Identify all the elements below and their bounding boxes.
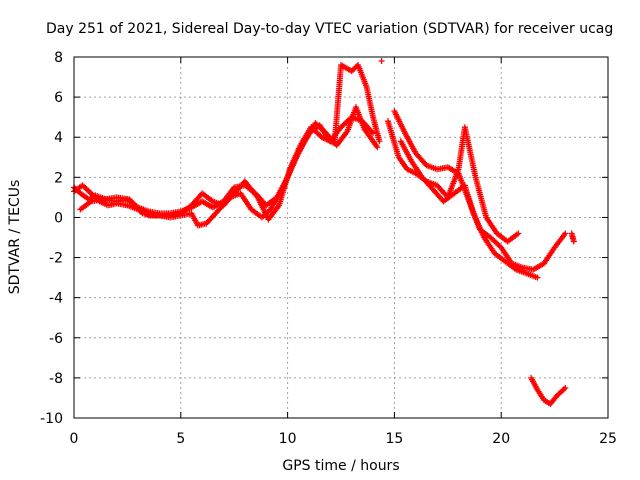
data-point-fill — [228, 193, 235, 200]
data-point-fill — [369, 112, 376, 119]
grid — [74, 57, 608, 418]
data-point-fill — [560, 386, 567, 393]
data-point-fill — [296, 143, 303, 150]
x-tick-label: 10 — [279, 431, 297, 447]
data-point-fill — [407, 156, 414, 163]
data-point-fill — [362, 82, 369, 89]
data-point-fill — [469, 208, 476, 215]
data-point-fill — [320, 127, 327, 134]
series-group — [568, 230, 577, 245]
data-point-fill — [561, 232, 568, 239]
series-group — [528, 374, 569, 407]
data-point-fill — [522, 269, 529, 276]
data-point-fill — [124, 196, 131, 203]
data-point-fill — [427, 183, 434, 190]
data-point-fill — [367, 127, 374, 134]
data-point-fill — [176, 210, 183, 217]
data-point-fill — [375, 136, 382, 143]
data-point-fill — [449, 191, 456, 198]
y-tick-label: 0 — [54, 210, 63, 226]
data-point-fill — [511, 265, 518, 272]
x-axis-label: GPS time / hours — [282, 458, 399, 474]
outlier-point — [378, 58, 385, 65]
data-point-fill — [138, 209, 145, 216]
data-point-fill — [122, 202, 129, 209]
data-point-fill — [532, 273, 539, 280]
y-tick-label: 2 — [54, 170, 63, 186]
data-point-fill — [421, 159, 428, 166]
data-point-fill — [368, 128, 375, 135]
data-point-fill — [316, 131, 323, 138]
data-point-fill — [373, 142, 380, 149]
data-point-fill — [472, 172, 479, 179]
data-point-fill — [196, 193, 203, 200]
data-point-fill — [86, 189, 93, 196]
data-point-fill — [395, 152, 402, 159]
data-point-fill — [360, 124, 367, 131]
data-point-fill — [539, 395, 546, 402]
y-tick-label: 6 — [54, 90, 63, 106]
data-point-fill — [517, 263, 524, 270]
series-group — [397, 138, 541, 281]
data-point-fill — [343, 129, 350, 136]
chart-title: Day 251 of 2021, Sidereal Day-to-day VTE… — [46, 21, 613, 37]
y-tick-label: -2 — [49, 251, 63, 267]
data-point-fill — [551, 395, 558, 402]
plot-frame — [73, 56, 609, 419]
y-tick-label: 8 — [54, 50, 63, 66]
x-tick-label: 15 — [385, 431, 403, 447]
data-point-fill — [550, 246, 557, 253]
data-point-fill — [86, 199, 93, 206]
x-tick-label: 20 — [492, 431, 510, 447]
data-point-fill — [411, 148, 418, 155]
y-tick-label: -4 — [49, 291, 63, 307]
data-point-fill — [495, 242, 502, 249]
data-point-fill — [482, 212, 489, 219]
data-point-fill — [513, 231, 520, 238]
y-axis-label: SDTVAR / TECUs — [7, 180, 23, 295]
data-point-fill — [208, 197, 215, 204]
data-point-fill — [253, 192, 260, 199]
data-point-fill — [500, 257, 507, 264]
data-point-fill — [480, 232, 487, 239]
data-point-fill — [235, 191, 242, 198]
data-point-fill — [218, 201, 225, 208]
data-point-fill — [274, 203, 281, 210]
data-point-fill — [438, 195, 445, 202]
data-point-fill — [442, 191, 449, 198]
x-tick-label: 0 — [70, 431, 79, 447]
data-point-fill — [533, 385, 540, 392]
data-point-fill — [570, 236, 577, 243]
y-tick-label: -8 — [49, 371, 63, 387]
y-tick-label: -6 — [49, 331, 63, 347]
y-tick-label: -10 — [40, 411, 63, 427]
data-point-fill — [454, 168, 461, 175]
data-marks — [71, 58, 577, 407]
data-point-fill — [286, 168, 293, 175]
series-group — [77, 62, 383, 223]
data-point-fill — [401, 128, 408, 135]
axis-ticks: 0 5 10 15 20 25 -10 -8 -6 -4 -2 0 2 4 6 8 — [40, 50, 617, 447]
x-tick-label: 5 — [176, 431, 185, 447]
y-tick-label: 4 — [54, 130, 63, 146]
x-tick-label: 25 — [599, 431, 617, 447]
